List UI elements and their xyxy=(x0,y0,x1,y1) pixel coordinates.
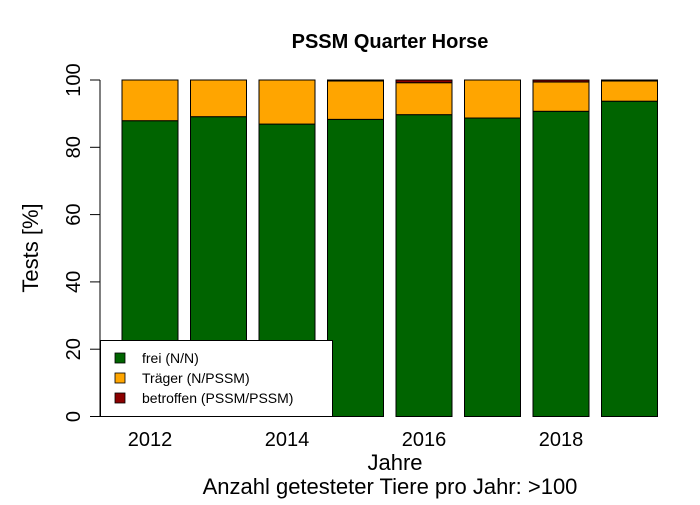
y-tick-label: 40 xyxy=(63,271,85,293)
legend: frei (N/N) Träger (N/PSSM) betroffen (PSSM… xyxy=(100,340,333,417)
y-tick-label: 0 xyxy=(63,411,85,422)
legend-swatch xyxy=(114,372,126,384)
x-tick-label: 2018 xyxy=(539,429,584,451)
bar-segment-traeger-2018 xyxy=(532,81,590,112)
bar-segment-traeger-2013 xyxy=(190,79,247,118)
legend-box xyxy=(100,340,333,417)
legend-label: betroffen (PSSM/PSSM) xyxy=(142,390,293,406)
bar-segment-frei-2018 xyxy=(532,110,590,418)
bar-group-2019 xyxy=(601,79,658,418)
x-tick-label: 2014 xyxy=(265,429,310,451)
bar-segment-traeger-2016 xyxy=(395,82,453,116)
y-tick-label: 100 xyxy=(63,63,85,96)
y-axis-label: Tests [%] xyxy=(18,203,43,292)
bar-segment-betroffen-2018 xyxy=(532,79,590,83)
y-tick-label: 80 xyxy=(63,136,85,158)
bar-segment-traeger-2012 xyxy=(121,79,179,122)
bar-segment-frei-2016 xyxy=(395,114,453,418)
y-tick-label: 20 xyxy=(63,338,85,360)
bar-group-2017 xyxy=(464,79,521,417)
bar-segment-frei-2015 xyxy=(327,118,384,417)
x-axis: 2012 2014 2016 2018 xyxy=(128,429,584,451)
legend-label: frei (N/N) xyxy=(142,350,199,366)
bar-segment-frei-2019 xyxy=(601,100,658,418)
y-tick-label: 60 xyxy=(63,203,85,225)
bar-segment-traeger-2019 xyxy=(601,80,658,102)
bar-group-2015 xyxy=(327,79,384,417)
bar-segment-traeger-2015 xyxy=(327,80,384,120)
x-tick-label: 2016 xyxy=(402,429,447,451)
y-axis: 0 20 40 60 80 100 xyxy=(63,63,101,422)
legend-swatch xyxy=(114,352,126,364)
x-tick-label: 2012 xyxy=(128,429,173,451)
chart-title: PSSM Quarter Horse xyxy=(292,31,489,53)
bar-segment-betroffen-2016 xyxy=(395,79,453,84)
legend-label: Träger (N/PSSM) xyxy=(142,370,250,386)
chart-subtitle: Anzahl getesteter Tiere pro Jahr: >100 xyxy=(203,474,578,499)
bar-segment-frei-2017 xyxy=(464,117,521,417)
bar-group-2018 xyxy=(532,79,590,418)
bar-segment-traeger-2017 xyxy=(464,79,521,119)
legend-swatch xyxy=(114,392,126,404)
bar-segment-betroffen-2019 xyxy=(601,79,658,82)
bar-group-2016 xyxy=(395,79,453,418)
bar-segment-betroffen-2015 xyxy=(327,79,384,82)
bars xyxy=(121,79,658,418)
x-axis-label: Jahre xyxy=(367,450,422,475)
bar-segment-traeger-2014 xyxy=(258,79,316,125)
